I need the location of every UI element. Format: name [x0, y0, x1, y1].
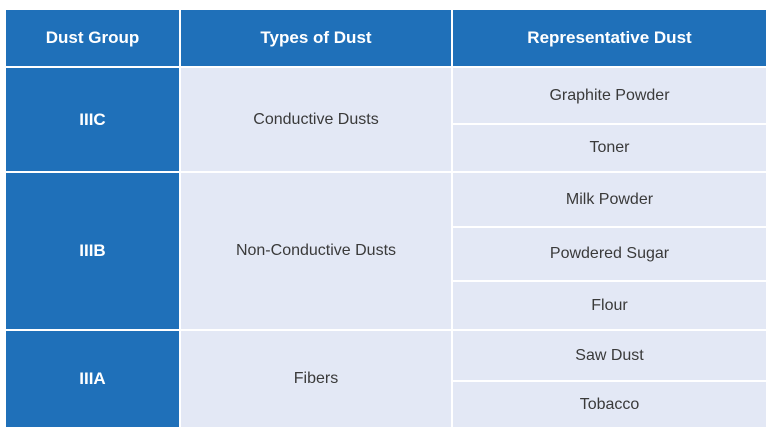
- dust-cell: Tobacco: [453, 382, 766, 427]
- dust-cell: Saw Dust: [453, 331, 766, 380]
- type-cell: Conductive Dusts: [181, 68, 451, 171]
- group-cell: IIIB: [6, 173, 179, 329]
- dust-cell: Milk Powder: [453, 173, 766, 226]
- header-cell: Representative Dust: [453, 10, 766, 66]
- type-cell: Non-Conductive Dusts: [181, 173, 451, 329]
- header-cell: Types of Dust: [181, 10, 451, 66]
- dust-cell: Graphite Powder: [453, 68, 766, 123]
- group-cell: IIIA: [6, 331, 179, 427]
- dust-cell: Flour: [453, 282, 766, 329]
- type-cell: Fibers: [181, 331, 451, 427]
- group-cell: IIIC: [6, 68, 179, 171]
- dust-cell: Toner: [453, 125, 766, 171]
- header-cell: Dust Group: [6, 10, 179, 66]
- dust-cell: Powdered Sugar: [453, 228, 766, 280]
